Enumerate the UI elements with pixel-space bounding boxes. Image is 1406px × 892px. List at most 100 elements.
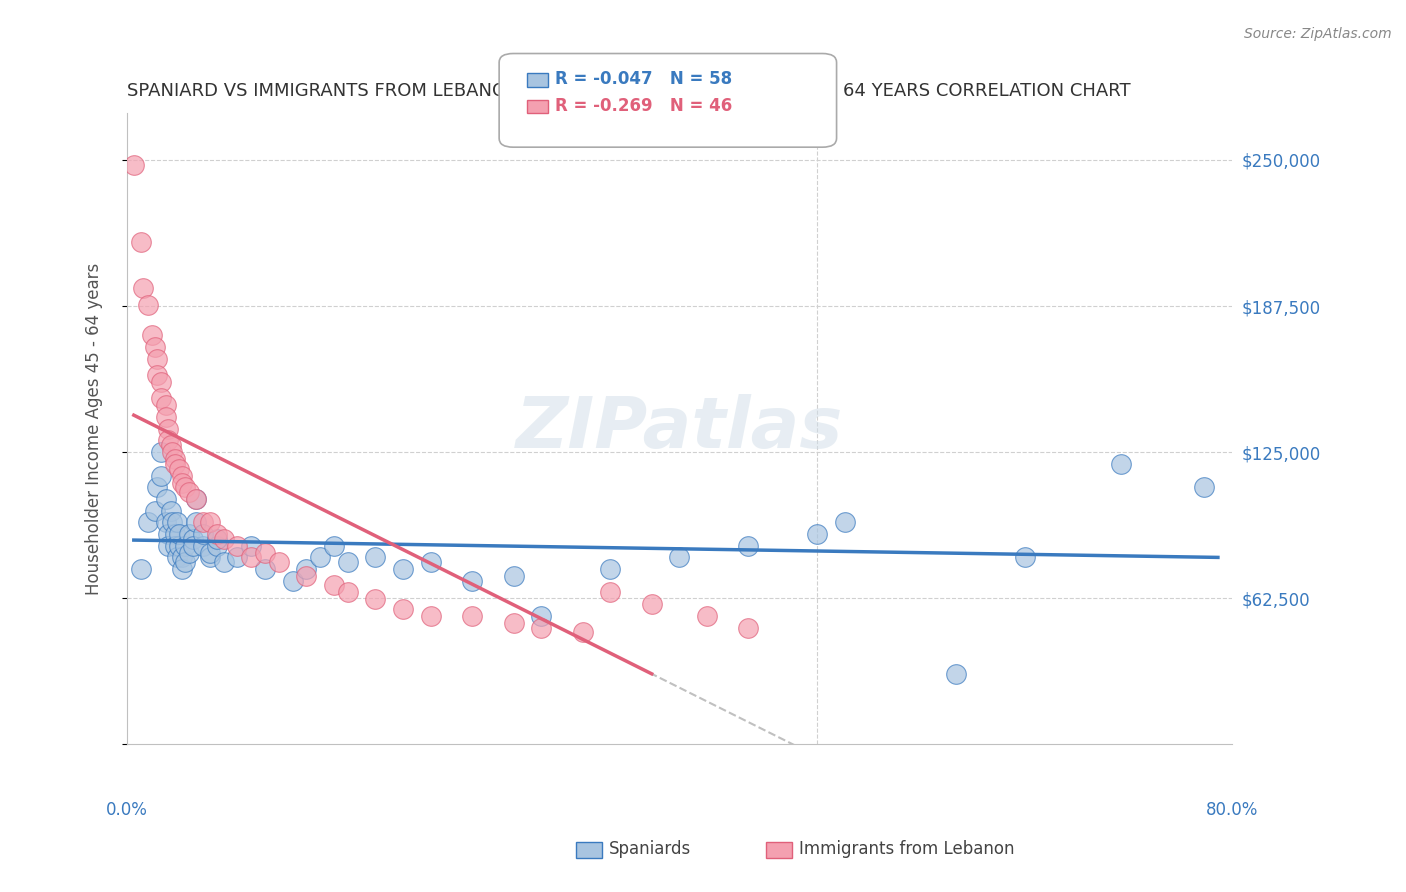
Point	[129, 562, 152, 576]
Point	[205, 527, 228, 541]
Point	[160, 503, 183, 517]
Point	[364, 592, 387, 607]
FancyBboxPatch shape	[527, 100, 548, 113]
Point	[696, 608, 718, 623]
Text: R = -0.269   N = 46: R = -0.269 N = 46	[555, 97, 733, 115]
Point	[737, 620, 759, 634]
Point	[143, 340, 166, 354]
Point	[205, 539, 228, 553]
Point	[157, 539, 180, 553]
Text: 0.0%: 0.0%	[105, 800, 148, 819]
Point	[945, 667, 967, 681]
Point	[295, 569, 318, 583]
Point	[157, 422, 180, 436]
FancyBboxPatch shape	[527, 73, 548, 87]
Point	[177, 527, 200, 541]
Point	[502, 615, 524, 630]
Point	[146, 351, 169, 366]
Point	[461, 574, 484, 588]
Point	[166, 550, 188, 565]
Point	[166, 516, 188, 530]
Point	[198, 516, 221, 530]
Point	[571, 625, 593, 640]
Point	[184, 491, 207, 506]
Point	[184, 516, 207, 530]
Point	[155, 491, 177, 506]
Point	[150, 445, 173, 459]
Point	[165, 457, 187, 471]
Y-axis label: Householder Income Ages 45 - 64 years: Householder Income Ages 45 - 64 years	[86, 262, 103, 595]
Point	[253, 562, 276, 576]
Point	[267, 555, 290, 569]
Point	[181, 539, 204, 553]
Point	[323, 539, 346, 553]
Point	[181, 532, 204, 546]
Point	[205, 532, 228, 546]
Point	[336, 585, 359, 599]
Point	[212, 555, 235, 569]
Point	[240, 539, 263, 553]
Point	[364, 550, 387, 565]
Point	[419, 608, 441, 623]
Point	[1014, 550, 1036, 565]
Point	[737, 539, 759, 553]
FancyBboxPatch shape	[499, 54, 837, 147]
Point	[143, 503, 166, 517]
Point	[392, 562, 415, 576]
Point	[641, 597, 664, 611]
Point	[599, 585, 621, 599]
Point	[172, 475, 194, 490]
Point	[461, 608, 484, 623]
Point	[599, 562, 621, 576]
Point	[136, 516, 159, 530]
Point	[172, 468, 194, 483]
Point	[1192, 480, 1215, 494]
Point	[806, 527, 828, 541]
Point	[226, 550, 249, 565]
Point	[240, 550, 263, 565]
Point	[198, 546, 221, 560]
Point	[419, 555, 441, 569]
Point	[198, 550, 221, 565]
Point	[155, 516, 177, 530]
Point	[530, 608, 553, 623]
Text: R = -0.047   N = 58: R = -0.047 N = 58	[555, 70, 733, 88]
Point	[323, 578, 346, 592]
Point	[172, 562, 194, 576]
Point	[162, 516, 184, 530]
Point	[336, 555, 359, 569]
Point	[281, 574, 304, 588]
Point	[191, 527, 214, 541]
Point	[169, 539, 191, 553]
Text: Spaniards: Spaniards	[609, 840, 690, 858]
Point	[162, 445, 184, 459]
Point	[392, 602, 415, 616]
Point	[172, 550, 194, 565]
Text: Immigrants from Lebanon: Immigrants from Lebanon	[799, 840, 1014, 858]
Point	[226, 539, 249, 553]
Point	[160, 438, 183, 452]
Point	[174, 480, 197, 494]
Point	[129, 235, 152, 249]
Point	[253, 546, 276, 560]
Point	[150, 392, 173, 406]
Point	[184, 491, 207, 506]
Point	[212, 532, 235, 546]
Point	[141, 328, 163, 343]
Point	[174, 555, 197, 569]
Point	[309, 550, 332, 565]
Point	[502, 569, 524, 583]
Point	[132, 281, 155, 295]
Point	[146, 368, 169, 382]
Point	[165, 539, 187, 553]
FancyBboxPatch shape	[576, 842, 602, 858]
Point	[165, 527, 187, 541]
Point	[834, 516, 856, 530]
Point	[530, 620, 553, 634]
Point	[169, 461, 191, 475]
Point	[174, 539, 197, 553]
Point	[177, 546, 200, 560]
Point	[150, 375, 173, 389]
Point	[136, 298, 159, 312]
Point	[155, 410, 177, 425]
